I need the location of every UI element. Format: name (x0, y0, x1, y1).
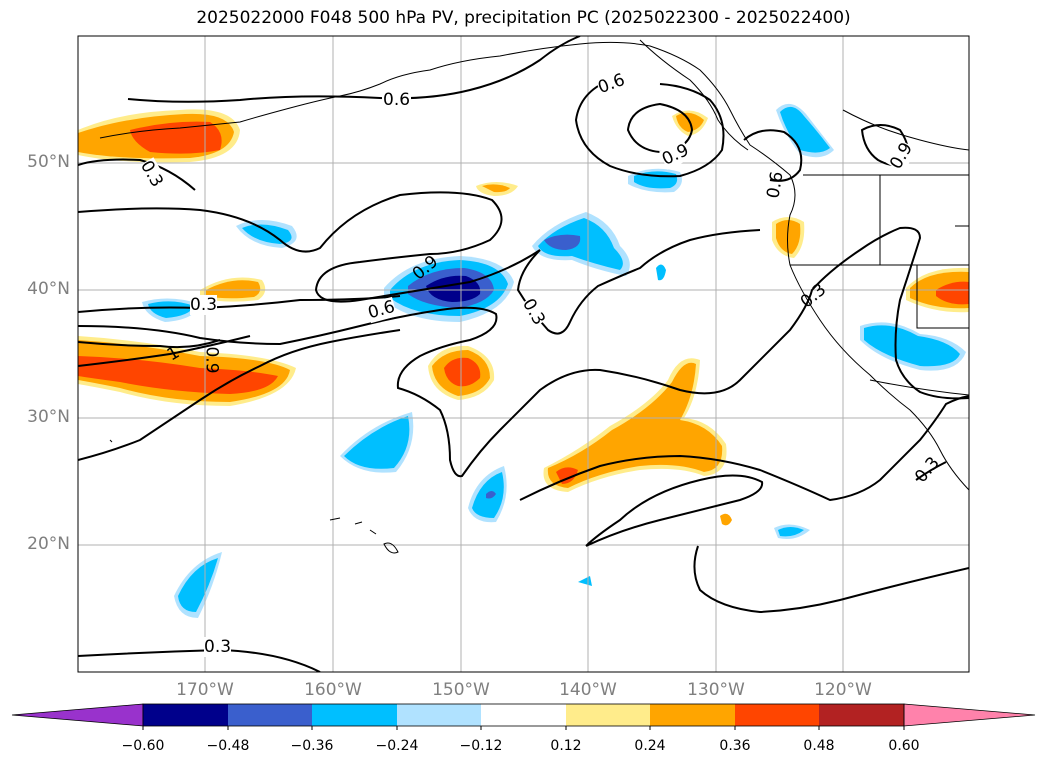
lon-label-160w: 160°W (304, 680, 362, 700)
contour-label: 0.9 (201, 346, 222, 374)
contour-label: 0.3 (204, 637, 232, 657)
lon-label-140w: 140°W (559, 680, 617, 700)
colorbar-tick-label: 0.12 (550, 738, 582, 754)
contour-label: 0.6 (382, 90, 412, 110)
lon-label-120w: 120°W (814, 680, 872, 700)
colorbar-tick-label: 0.36 (719, 738, 751, 754)
lat-label-40n: 40°N (27, 279, 70, 299)
contour-label: 0.3 (190, 295, 218, 315)
lon-label-130w: 130°W (687, 680, 745, 700)
colorbar-tick-label: −0.24 (375, 738, 419, 754)
map-title: 2025022000 F048 500 hPa PV, precipitatio… (196, 8, 851, 28)
lat-label-50n: 50°N (27, 152, 70, 172)
pv-contours (78, 36, 969, 672)
lat-label-20n: 20°N (27, 534, 70, 554)
colorbar-tick-label: 0.60 (888, 738, 920, 754)
graticule (78, 36, 969, 672)
colorbar-tick-label: 0.48 (803, 738, 835, 754)
colorbar-tick-label: −0.60 (121, 738, 165, 754)
map-frame (77, 35, 970, 673)
colorbar-tick-label: −0.48 (206, 738, 250, 754)
lon-label-170w: 170°W (176, 680, 234, 700)
colorbar-tick-label: −0.36 (290, 738, 334, 754)
precip-shading (78, 103, 969, 618)
lon-label-150w: 150°W (432, 680, 490, 700)
colorbar-tick-label: −0.12 (459, 738, 503, 754)
colorbar-tick-label: 0.24 (634, 738, 666, 754)
colorbar (11, 703, 1036, 730)
lat-label-30n: 30°N (27, 407, 70, 427)
